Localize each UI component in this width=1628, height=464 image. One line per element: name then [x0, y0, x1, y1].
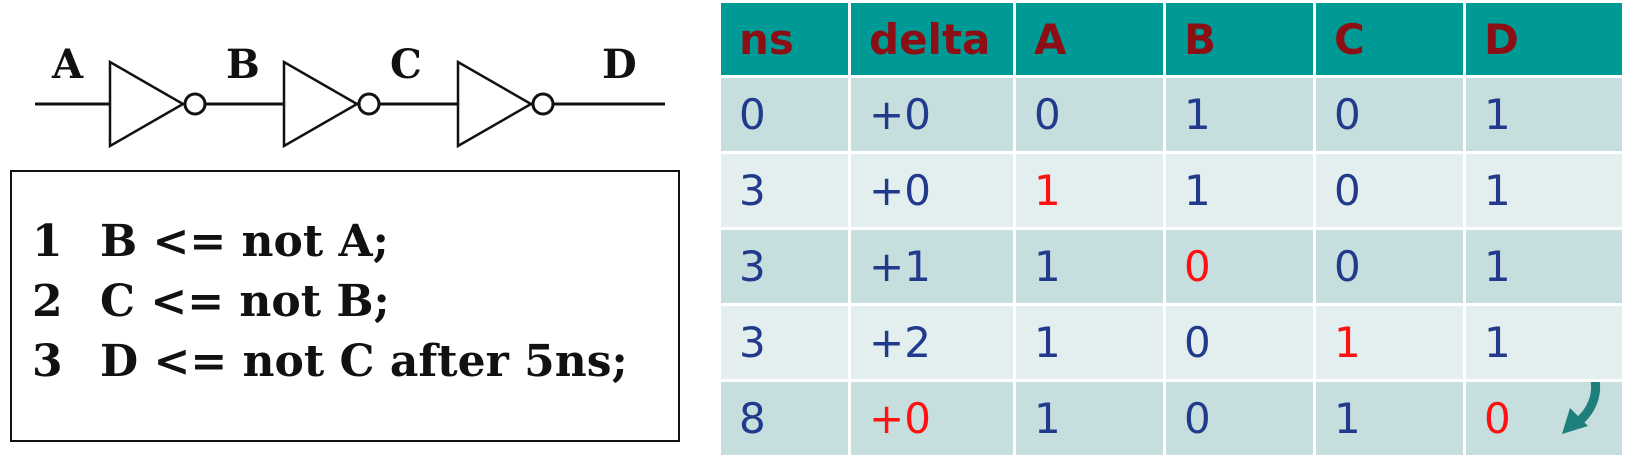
cell-a-changed: 1 [1013, 151, 1166, 230]
cell-d: 1 [1463, 151, 1625, 230]
cell-d: 1 [1463, 75, 1625, 154]
header-c: C [1313, 0, 1466, 78]
header-ns: ns [718, 0, 851, 78]
cell-b: 0 [1163, 303, 1316, 382]
node-label-d: D [602, 41, 637, 88]
node-label-c: C [390, 41, 422, 88]
header-delta: delta [848, 0, 1016, 78]
header-d: D [1463, 0, 1625, 78]
code-line-3: 3 D <= not C after 5ns; [32, 336, 628, 387]
table-header-row: ns delta A B C D [718, 0, 1625, 78]
simulation-table-wrapper: ns delta A B C D 0 +0 0 1 0 1 3 +0 1 1 [718, 0, 1625, 464]
node-label-b: B [226, 41, 260, 88]
cell-c: 0 [1313, 75, 1466, 154]
line-number: 2 [32, 276, 63, 327]
node-label-a: A [51, 41, 84, 88]
inverter-gate-2 [282, 59, 381, 149]
cell-ns: 0 [718, 75, 851, 154]
cell-a: 0 [1013, 75, 1166, 154]
code-box: 1 B <= not A; 2 C <= not B; 3 D <= not C… [10, 170, 680, 442]
header-a: A [1013, 0, 1166, 78]
cell-c: 0 [1313, 227, 1466, 306]
inverter-gate-1 [108, 59, 207, 149]
cell-ns: 3 [718, 227, 851, 306]
code-statement: B <= not A; [100, 216, 389, 267]
cell-d-value: 0 [1484, 394, 1511, 443]
cell-delta: +0 [848, 151, 1016, 230]
cell-c: 1 [1313, 379, 1466, 458]
inverter-gate-3 [456, 59, 555, 149]
cell-a: 1 [1013, 303, 1166, 382]
cell-c: 0 [1313, 151, 1466, 230]
simulation-table: ns delta A B C D 0 +0 0 1 0 1 3 +0 1 1 [718, 0, 1625, 458]
cell-b-changed: 0 [1163, 227, 1316, 306]
cell-ns: 3 [718, 303, 851, 382]
table-row: 0 +0 0 1 0 1 [718, 75, 1625, 154]
line-number: 3 [32, 336, 63, 387]
cell-delta: +1 [848, 227, 1016, 306]
code-statement: C <= not B; [100, 276, 390, 327]
cell-delta-changed: +0 [848, 379, 1016, 458]
curved-arrow-down-icon [1562, 383, 1600, 434]
cell-a: 1 [1013, 227, 1166, 306]
cell-delta: +0 [848, 75, 1016, 154]
header-b: B [1163, 0, 1316, 78]
cell-c-changed: 1 [1313, 303, 1466, 382]
cell-b: 1 [1163, 75, 1316, 154]
table-row: 3 +0 1 1 0 1 [718, 151, 1625, 230]
cell-b: 0 [1163, 379, 1316, 458]
cell-d: 1 [1463, 227, 1625, 306]
line-number: 1 [32, 216, 63, 267]
cell-d: 1 [1463, 303, 1625, 382]
cell-b: 1 [1163, 151, 1316, 230]
table-row: 3 +1 1 0 0 1 [718, 227, 1625, 306]
cell-ns: 8 [718, 379, 851, 458]
code-statement: D <= not C after 5ns; [100, 336, 628, 387]
cell-delta: +2 [848, 303, 1016, 382]
cell-ns: 3 [718, 151, 851, 230]
table-row: 3 +2 1 0 1 1 [718, 303, 1625, 382]
table-row: 8 +0 1 0 1 0 [718, 379, 1625, 458]
cell-d-changed: 0 [1463, 379, 1625, 458]
code-line-1: 1 B <= not A; [32, 216, 389, 267]
code-line-2: 2 C <= not B; [32, 276, 390, 327]
cell-a: 1 [1013, 379, 1166, 458]
inverter-chain-diagram: A B C D [0, 0, 680, 160]
